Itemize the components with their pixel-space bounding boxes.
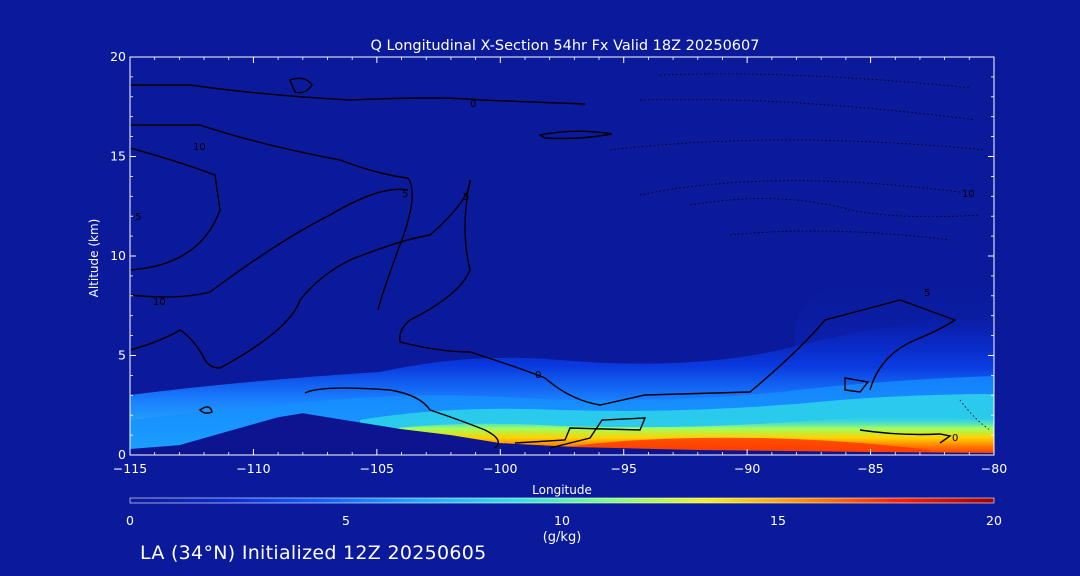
dotted-contours: [609, 73, 991, 431]
dotted-contour-5: [689, 198, 981, 218]
y-axis: 0 5 10 15 20: [110, 49, 994, 462]
contour-10: [130, 84, 586, 105]
contour-0-low: [304, 387, 499, 449]
x-tick-label: −85: [857, 461, 883, 476]
x-axis-label: Longitude: [532, 483, 592, 497]
dotted-contour-2: [639, 98, 976, 121]
dotted-contour-1: [659, 73, 971, 89]
y-axis-label: Altitude (km): [87, 219, 101, 298]
colorbar-tick-label: 0: [126, 513, 134, 528]
contour-5-b: [130, 188, 409, 298]
contour-0-east-b: [844, 377, 870, 393]
x-axis: −115 −110 −105 −100 −95 −90 −85 −80: [113, 57, 1007, 476]
colorbar-ticks: 0 5 10 15 20: [126, 513, 1002, 528]
dotted-contour-4: [639, 180, 961, 196]
chart-title: Q Longitudinal X-Section 54hr Fx Valid 1…: [371, 38, 760, 54]
contour-label-10a: 10: [193, 142, 206, 153]
contour-small-2: [538, 130, 613, 140]
x-tick-label: −110: [236, 461, 270, 476]
contour-0-west: [130, 179, 471, 369]
contour-label-10c: 10: [962, 189, 975, 200]
footer-initialization: LA (34°N) Initialized 12Z 20250605: [140, 542, 487, 564]
colorbar-label: (g/kg): [543, 530, 582, 545]
x-tick-label: −80: [981, 461, 1007, 476]
colorbar-tick-label: 5: [342, 513, 350, 528]
contour-label-0b: 0: [535, 370, 541, 381]
contour-label-0a: 0: [470, 99, 476, 110]
x-tick-label: −100: [483, 461, 517, 476]
contour-small-1: [289, 77, 313, 94]
contour-lines: [130, 77, 957, 449]
contour-small-3: [198, 406, 213, 414]
contour-label-5b: 5: [463, 192, 469, 203]
x-tick-label: −90: [734, 461, 760, 476]
y-tick-label: 15: [110, 149, 126, 164]
contour-label-5a: 5: [402, 189, 408, 200]
colorbar-tick-label: 20: [986, 513, 1002, 528]
contour-surface-east: [859, 429, 952, 444]
y-tick-label: 20: [110, 49, 126, 64]
colorbar-tick-label: 15: [770, 513, 786, 528]
terrain: [130, 413, 994, 455]
contour-10-inner: [130, 124, 413, 311]
y-tick-label: 10: [110, 248, 126, 263]
contour-label-0c: 0: [952, 433, 958, 444]
x-tick-label: −105: [360, 461, 394, 476]
y-tick-label: 5: [118, 348, 126, 363]
y-tick-label: 0: [118, 447, 126, 462]
x-tick-label: −95: [611, 461, 637, 476]
x-tick-label: −115: [113, 461, 147, 476]
colorbar: [129, 497, 995, 504]
colorbar-tick-label: 10: [554, 513, 570, 528]
contour-label-5c: 5: [924, 288, 930, 299]
contour-5: [130, 147, 221, 271]
contour-0-east-a: [399, 179, 957, 406]
contour-label-10b: 10: [153, 297, 166, 308]
plot-area: 10 10 10 0 0 0 5 5 5 5: [130, 57, 994, 455]
contour-surface: [514, 417, 647, 449]
dotted-contour-6: [729, 230, 951, 241]
contour-label-5d: 5: [135, 212, 141, 223]
